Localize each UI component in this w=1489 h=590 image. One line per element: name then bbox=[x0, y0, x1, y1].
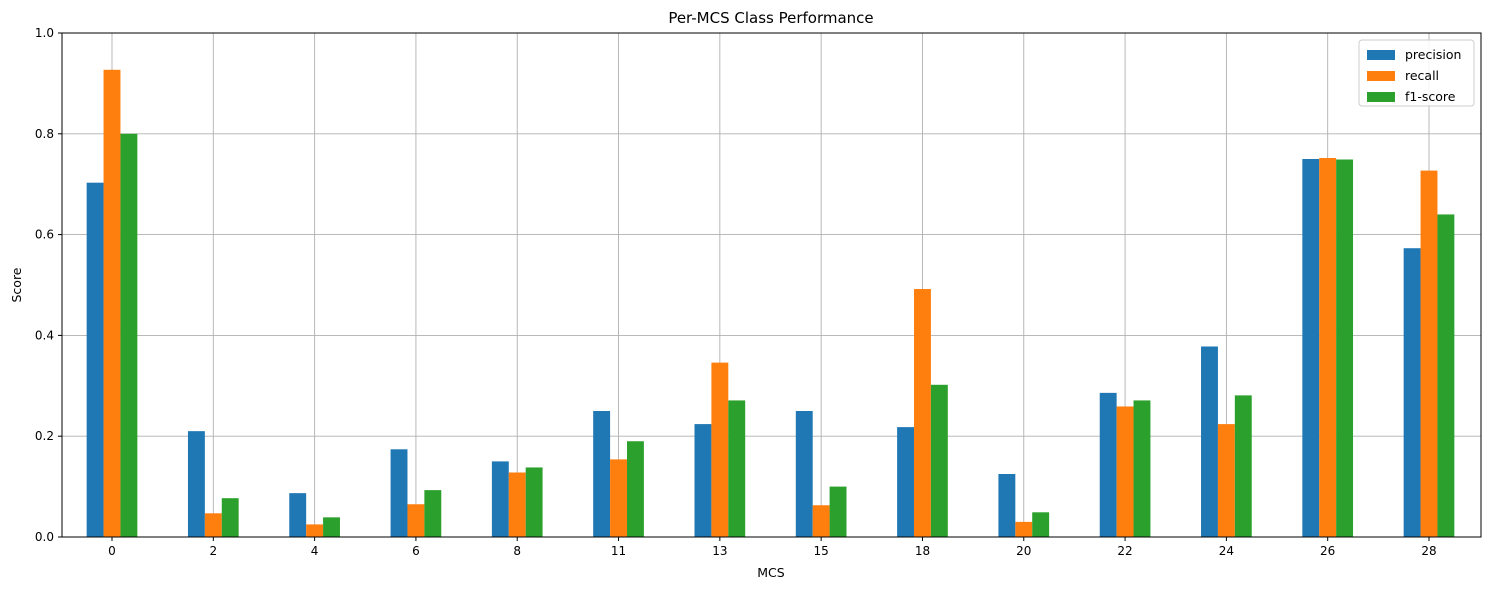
bar-recall-13 bbox=[711, 362, 729, 537]
bar-recall-11 bbox=[610, 459, 627, 537]
x-tick-label: 26 bbox=[1320, 544, 1335, 558]
x-tick-label: 8 bbox=[513, 544, 521, 558]
bar-recall-4 bbox=[306, 524, 324, 537]
legend-swatch-recall bbox=[1367, 71, 1395, 81]
bar-precision-8 bbox=[491, 461, 509, 537]
x-tick-label: 15 bbox=[814, 544, 829, 558]
y-axis-ticks: 0.0 0.2 0.4 0.6 0.8 1.0 bbox=[35, 26, 62, 544]
bar-recall-28 bbox=[1420, 170, 1438, 537]
bar-f1-score-22 bbox=[1133, 400, 1151, 537]
y-tick-label: 0.0 bbox=[35, 530, 54, 544]
grid bbox=[62, 32, 1481, 538]
y-tick-label: 0.6 bbox=[35, 228, 54, 242]
legend-label-f1-score: f1-score bbox=[1405, 89, 1456, 104]
legend: precision recall f1-score bbox=[1358, 39, 1475, 107]
bar-precision-6 bbox=[390, 449, 408, 537]
bar-recall-26 bbox=[1319, 157, 1337, 538]
x-tick-label: 11 bbox=[611, 544, 626, 558]
bar-precision-20 bbox=[998, 474, 1016, 537]
x-tick-label: 2 bbox=[209, 544, 217, 558]
bar-precision-4 bbox=[289, 493, 307, 537]
x-tick-label: 6 bbox=[412, 544, 420, 558]
bar-f1-score-18 bbox=[930, 384, 948, 537]
x-tick-label: 4 bbox=[311, 544, 319, 558]
bar-recall-0 bbox=[103, 69, 121, 537]
bars bbox=[86, 69, 1455, 538]
x-tick-label: 24 bbox=[1219, 544, 1234, 558]
bar-f1-score-24 bbox=[1234, 395, 1252, 537]
bar-f1-score-0 bbox=[120, 133, 138, 538]
legend-label-precision: precision bbox=[1405, 47, 1461, 62]
legend-swatch-precision bbox=[1367, 50, 1395, 60]
bar-recall-20 bbox=[1015, 521, 1033, 537]
bar-precision-11 bbox=[593, 411, 611, 537]
x-tick-label: 28 bbox=[1421, 544, 1436, 558]
chart-title: Per-MCS Class Performance bbox=[668, 9, 873, 27]
bar-precision-26 bbox=[1302, 159, 1320, 537]
x-tick-label: 20 bbox=[1016, 544, 1031, 558]
bar-f1-score-8 bbox=[525, 467, 543, 537]
bar-recall-24 bbox=[1217, 424, 1235, 537]
bar-f1-score-26 bbox=[1336, 159, 1354, 537]
axes bbox=[61, 32, 1482, 538]
bar-precision-28 bbox=[1403, 248, 1421, 537]
bar-precision-24 bbox=[1201, 346, 1218, 537]
bar-precision-2 bbox=[187, 431, 205, 537]
bar-precision-13 bbox=[694, 424, 712, 537]
x-tick-label: 0 bbox=[108, 544, 116, 558]
y-tick-label: 0.2 bbox=[35, 429, 54, 443]
bar-precision-15 bbox=[795, 411, 813, 537]
bar-recall-18 bbox=[914, 289, 931, 537]
bar-f1-score-15 bbox=[829, 486, 847, 537]
bar-precision-0 bbox=[86, 182, 104, 537]
bar-recall-6 bbox=[407, 504, 425, 537]
bar-f1-score-11 bbox=[626, 441, 644, 537]
x-tick-label: 18 bbox=[915, 544, 930, 558]
bar-recall-8 bbox=[508, 472, 526, 537]
y-tick-label: 1.0 bbox=[35, 26, 54, 40]
bar-f1-score-13 bbox=[728, 400, 746, 537]
bar-recall-22 bbox=[1116, 406, 1134, 537]
bar-precision-22 bbox=[1099, 392, 1117, 537]
x-axis-label: MCS bbox=[757, 565, 785, 580]
y-axis-label: Score bbox=[9, 267, 24, 302]
bar-f1-score-28 bbox=[1437, 214, 1455, 537]
x-tick-label: 22 bbox=[1117, 544, 1132, 558]
bar-f1-score-2 bbox=[221, 498, 239, 537]
bar-f1-score-4 bbox=[323, 517, 340, 537]
bar-recall-2 bbox=[204, 513, 222, 537]
bar-recall-15 bbox=[812, 505, 830, 537]
plot-frame bbox=[61, 32, 1482, 538]
bar-f1-score-6 bbox=[424, 490, 442, 537]
x-axis-ticks: 0 2 4 6 8 11 13 15 18 20 22 24 26 28 bbox=[108, 537, 1437, 558]
y-tick-label: 0.8 bbox=[35, 127, 54, 141]
legend-label-recall: recall bbox=[1405, 68, 1439, 83]
bar-f1-score-20 bbox=[1032, 512, 1050, 537]
y-tick-label: 0.4 bbox=[35, 328, 54, 342]
legend-swatch-f1-score bbox=[1367, 92, 1395, 102]
x-tick-label: 13 bbox=[712, 544, 727, 558]
bar-precision-18 bbox=[897, 427, 915, 537]
